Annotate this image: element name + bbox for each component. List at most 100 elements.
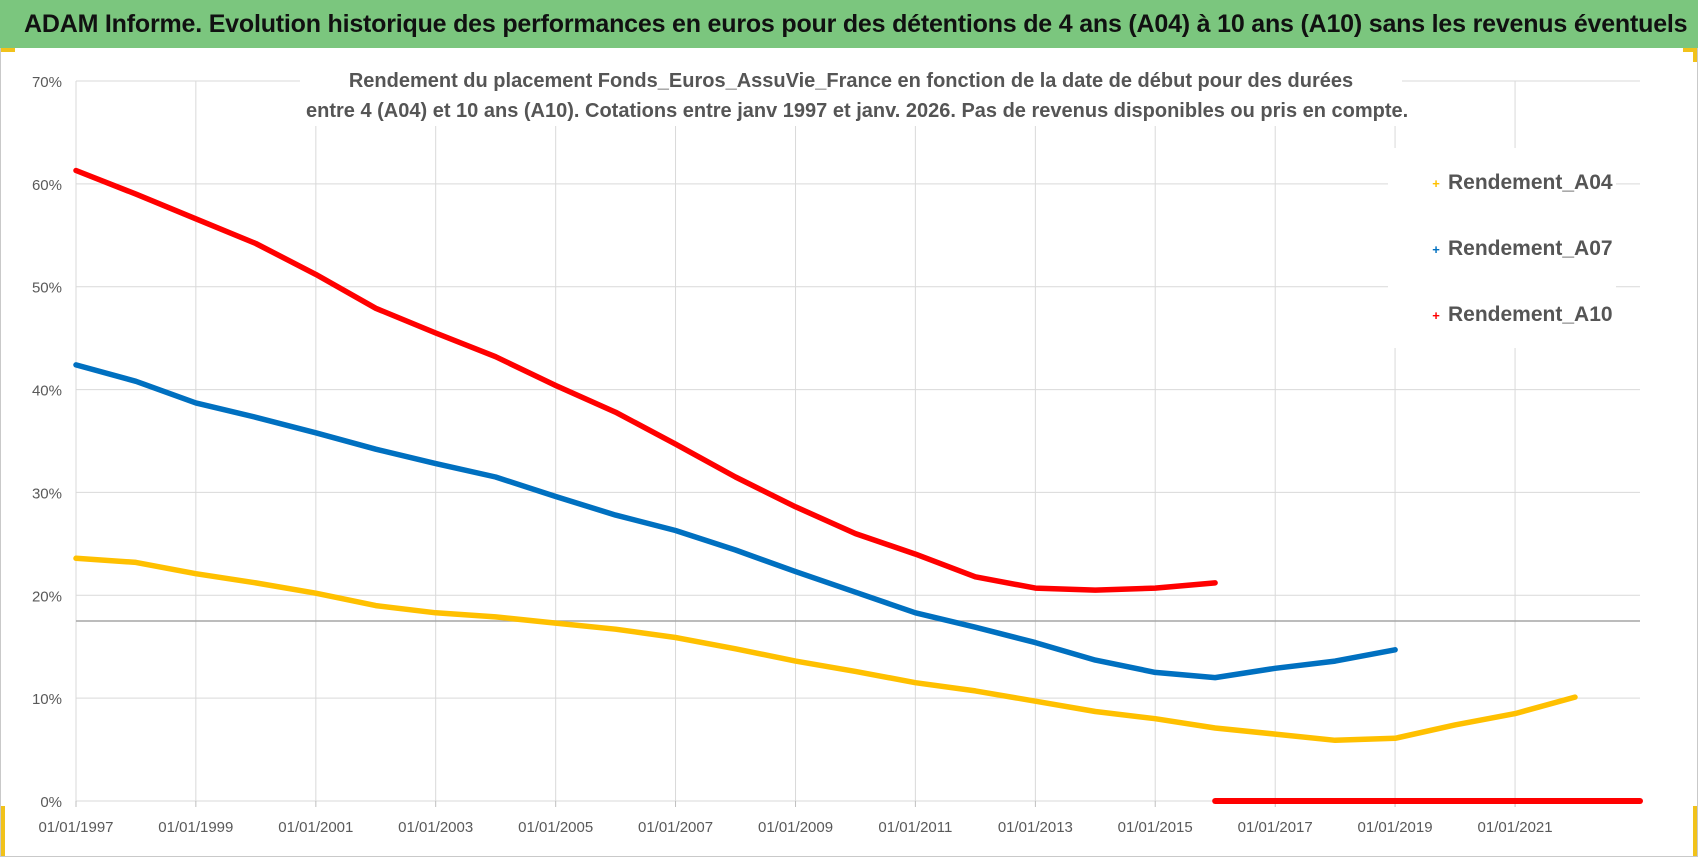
data-point [1332, 738, 1338, 743]
data-point [853, 590, 858, 595]
series-line-rendement_a07 [73, 362, 1398, 681]
data-point [373, 447, 378, 452]
data-point [1093, 587, 1098, 593]
data-point [193, 571, 198, 576]
data-point [913, 610, 918, 615]
frame-corner-accent [1683, 48, 1697, 52]
line-chart: 0% 10% 20% 30% 40% 50% 60% 70% 01/01/1997 01/01/1… [32, 74, 1643, 836]
data-point [193, 400, 198, 406]
banner-title: ADAM Informe. Evolution historique des p… [24, 9, 1688, 38]
data-point [553, 620, 558, 626]
x-tick-label: 01/01/1997 [38, 819, 113, 836]
data-point [1572, 694, 1578, 700]
data-point [553, 494, 558, 499]
x-tick-label: 01/01/2007 [638, 819, 713, 836]
data-point [613, 512, 618, 518]
data-point [853, 531, 858, 536]
chart-title: Rendement du placement Fonds_Euros_AssuV… [300, 66, 1409, 126]
data-point [1332, 658, 1338, 664]
data-point [1273, 731, 1278, 737]
data-point [913, 680, 918, 685]
header-banner: ADAM Informe. Evolution historique des p… [0, 0, 1698, 48]
data-point [553, 383, 558, 388]
frame-corner-accent [1693, 806, 1697, 856]
chart-title-line-2: entre 4 (A04) et 10 ans (A10). Cotations… [306, 100, 1409, 122]
data-point [1392, 647, 1398, 652]
frame-corner-accent [1, 806, 5, 856]
data-point [1153, 670, 1158, 675]
data-point [793, 658, 798, 664]
y-tick-label: 40% [32, 383, 62, 400]
x-tick-label: 01/01/2017 [1238, 819, 1313, 836]
y-tick-label: 0% [40, 794, 62, 811]
data-point [253, 241, 258, 246]
legend-item-a07: + Rendement_A07 [1428, 234, 1613, 264]
x-tick-label: 01/01/2021 [1478, 819, 1553, 836]
chart-legend: + Rendement_A04 + Rendement_A07 + Rendem… [1388, 148, 1616, 348]
data-point [313, 591, 318, 596]
x-tick-label: 01/01/2009 [758, 819, 833, 836]
data-point [1452, 722, 1458, 728]
data-point [853, 669, 858, 674]
x-tick-label: 01/01/2013 [998, 819, 1073, 836]
legend-marker-a04: + [1432, 175, 1440, 191]
data-point [253, 415, 258, 420]
data-point [253, 580, 258, 586]
data-point [1212, 725, 1218, 731]
data-point [673, 441, 678, 447]
y-tick-label: 60% [32, 177, 62, 194]
data-point [493, 354, 498, 359]
data-point [1033, 585, 1038, 591]
legend-marker-a10: + [1432, 307, 1440, 323]
data-point [193, 216, 198, 221]
data-point [1093, 657, 1098, 663]
data-point [1392, 736, 1398, 741]
data-point [1212, 675, 1218, 680]
data-point [613, 627, 618, 632]
x-tick-label: 01/01/2019 [1358, 819, 1433, 836]
data-point [973, 688, 978, 694]
y-tick-label: 10% [32, 691, 62, 708]
data-point [493, 474, 498, 480]
legend-item-a10: + Rendement_A10 [1428, 300, 1613, 330]
data-point [133, 379, 139, 384]
data-point [1093, 709, 1098, 714]
legend-label-a10: Rendement_A10 [1448, 303, 1613, 326]
x-tick-label: 01/01/2015 [1118, 819, 1193, 836]
series-line-rendement_a04 [73, 555, 1578, 744]
legend-label-a07: Rendement_A07 [1448, 237, 1613, 260]
legend-marker-a07: + [1432, 241, 1440, 257]
data-point [313, 430, 318, 435]
x-tick-label: 01/01/2011 [878, 819, 952, 836]
data-point [1033, 640, 1038, 645]
data-point [133, 560, 139, 565]
y-tick-label: 30% [32, 485, 62, 502]
data-point [73, 556, 79, 561]
data-point [973, 625, 978, 630]
data-point [1033, 699, 1038, 704]
x-tick-label: 01/01/2001 [278, 819, 353, 836]
data-point [973, 574, 978, 579]
data-point [673, 635, 678, 640]
y-tick-label: 70% [32, 74, 62, 91]
data-point [433, 610, 438, 615]
data-point [133, 191, 139, 197]
legend-label-a04: Rendement_A04 [1448, 171, 1613, 194]
data-point [73, 362, 79, 368]
y-tick-label: 50% [32, 280, 62, 297]
data-point [613, 410, 618, 415]
data-point [793, 504, 798, 509]
data-point [733, 547, 738, 553]
legend-item-a04: + Rendement_A04 [1428, 168, 1613, 198]
chart-title-line-1: Rendement du placement Fonds_Euros_AssuV… [348, 70, 1354, 92]
frame-corner-accent [1, 48, 15, 52]
data-point [1153, 585, 1158, 591]
data-point [733, 474, 738, 480]
frame-corner-accent [1693, 48, 1697, 62]
data-point [433, 461, 438, 466]
data-point [493, 614, 498, 620]
data-point [1512, 711, 1518, 716]
data-point [673, 528, 678, 533]
data-point [733, 646, 738, 651]
data-point [1273, 666, 1278, 671]
